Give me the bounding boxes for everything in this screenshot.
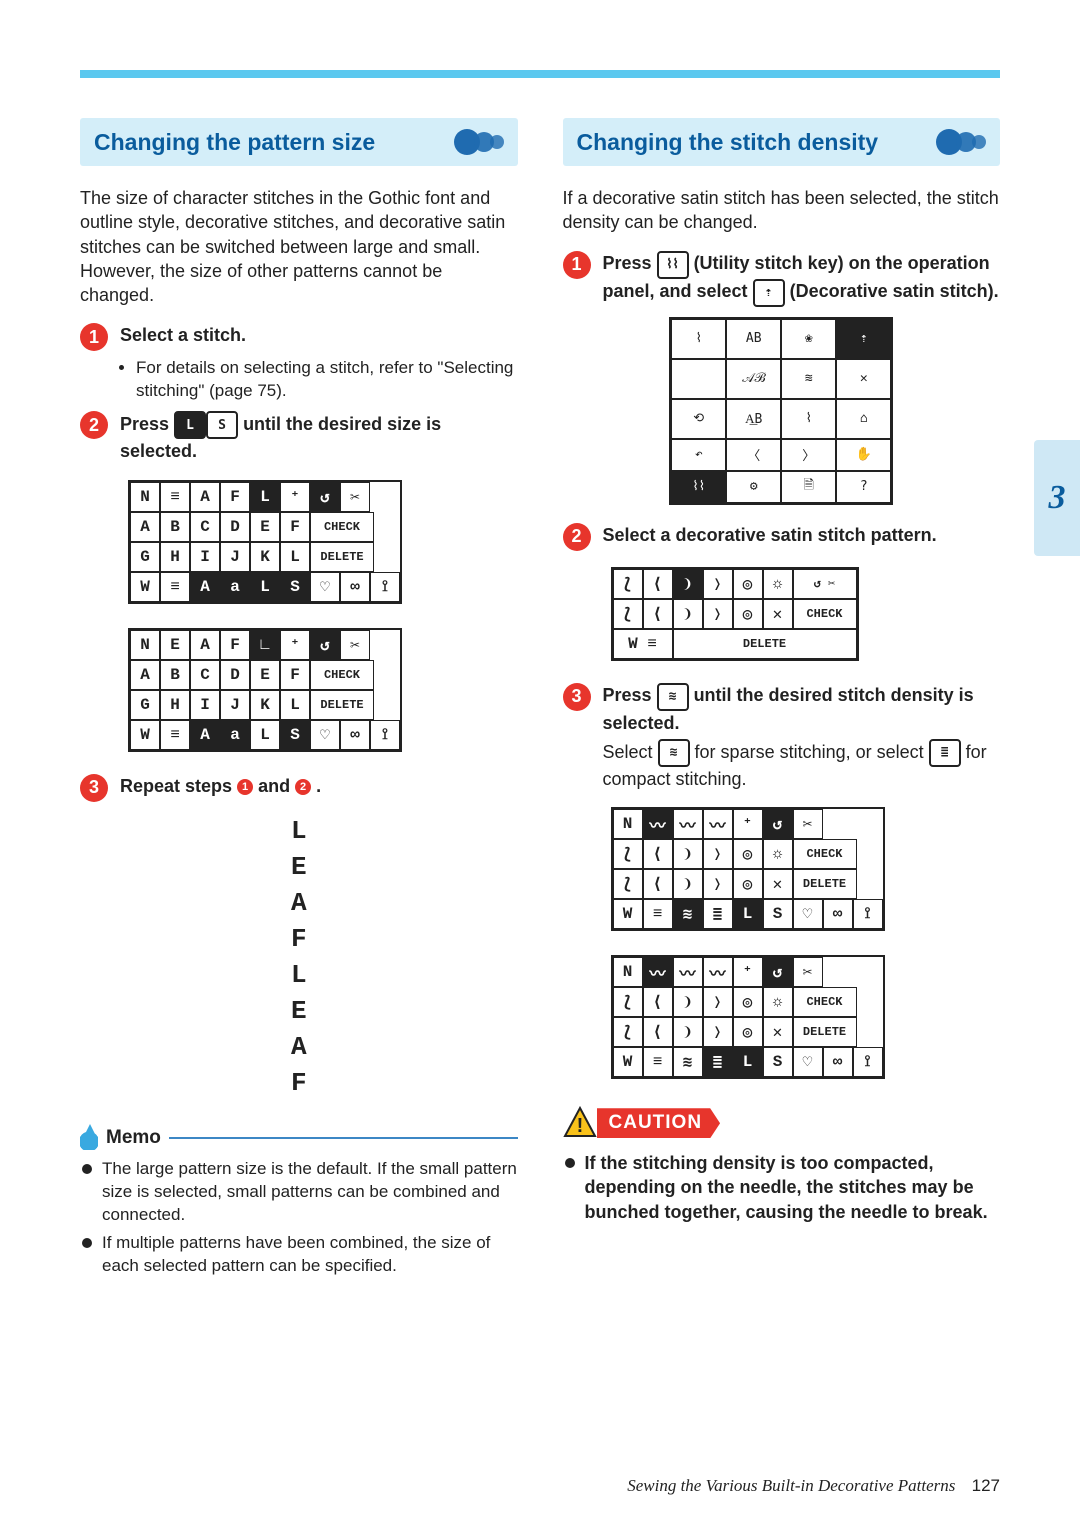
intro-text: The size of character stitches in the Go… — [80, 186, 518, 307]
step-number-3: 3 — [563, 683, 591, 711]
page: 3 Changing the pattern size The size of … — [0, 0, 1080, 1526]
intro-text: If a decorative satin stitch has been se… — [563, 186, 1001, 235]
caution-bar: ! CAUTION — [563, 1105, 1001, 1141]
page-footer: Sewing the Various Built-in Decorative P… — [627, 1476, 1000, 1496]
pattern-select-screen: ⟅⟨❩❭ ◎☼ ↺ ✂ ⟅⟨❩❭ ◎✕ CHECK W ≡ DELETE — [611, 567, 859, 661]
step-1-detail-item: For details on selecting a stitch, refer… — [136, 357, 518, 403]
r-step-2: 2 Select a decorative satin stitch patte… — [563, 523, 1001, 551]
right-column: Changing the stitch density If a decorat… — [563, 118, 1001, 1284]
ref-dot-1: 1 — [237, 779, 253, 795]
utility-stitch-key-icon: ⌇⌇ — [657, 251, 689, 279]
chapter-number: 3 — [1049, 479, 1066, 517]
lcd-screen-large: N≡AF L⁺↺✂ ABC DEF CHECK GHI JKL DELETE W… — [128, 480, 402, 604]
r-step-3-body: Press ≋ until the desired stitch density… — [603, 683, 1001, 792]
step-3: 3 Repeat steps 1 and 2 . — [80, 774, 518, 802]
step-1-detail: For details on selecting a stitch, refer… — [118, 357, 518, 403]
heading-dots — [936, 129, 986, 155]
stitch-sample-text: LEAFLEAF — [284, 816, 314, 1104]
top-rule — [80, 70, 1000, 78]
step-1: 1 Select a stitch. — [80, 323, 518, 351]
step-1-title: Select a stitch. — [120, 325, 246, 345]
caution-box: ! CAUTION If the stitching density is to… — [563, 1105, 1001, 1224]
footer-title: Sewing the Various Built-in Decorative P… — [627, 1476, 955, 1495]
sparse-icon: ≋ — [658, 739, 690, 767]
memo-list: The large pattern size is the default. I… — [80, 1158, 518, 1279]
step-number-2: 2 — [80, 411, 108, 439]
decorative-satin-key-icon: ⇡ — [753, 279, 785, 307]
r-step-3: 3 Press ≋ until the desired stitch densi… — [563, 683, 1001, 792]
heading-dots — [454, 129, 504, 155]
lcd-screen-small: NEAF ∟⁺↺✂ ABC DEF CHECK GHI JKL DELETE W… — [128, 628, 402, 752]
r-step-1: 1 Press ⌇⌇ (Utility stitch key) on the o… — [563, 251, 1001, 307]
memo-item: If multiple patterns have been combined,… — [80, 1232, 518, 1278]
caution-label: CAUTION — [597, 1108, 721, 1138]
r-step-1-body: Press ⌇⌇ (Utility stitch key) on the ope… — [603, 251, 1001, 307]
caution-icon: ! — [563, 1106, 597, 1140]
ref-dot-2: 2 — [295, 779, 311, 795]
step-2-body: Press LS until the desired size is selec… — [120, 411, 518, 463]
step-1-body: Select a stitch. — [120, 323, 518, 351]
heading-text: Changing the stitch density — [577, 129, 937, 156]
r-step-2-body: Select a decorative satin stitch pattern… — [603, 523, 1001, 551]
step-number-1: 1 — [563, 251, 591, 279]
compact-icon: ≣ — [929, 739, 961, 767]
columns: Changing the pattern size The size of ch… — [80, 118, 1000, 1284]
memo-title: Memo — [106, 1127, 161, 1149]
stitch-sample-block: LEAFLEAF — [80, 816, 518, 1104]
section-heading-stitch-density: Changing the stitch density — [563, 118, 1001, 166]
step-number-3: 3 — [80, 774, 108, 802]
key-S: S — [206, 411, 238, 439]
menu-screen: ⌇ AB ❀ ⇡ 𝒜ℬ ≋ ✕ ⟲ A͟B ⌇ ⌂ — [669, 317, 893, 505]
chapter-tab: 3 — [1034, 440, 1080, 556]
memo-icon — [80, 1126, 98, 1150]
page-number: 127 — [972, 1476, 1000, 1495]
heading-text: Changing the pattern size — [94, 129, 454, 156]
key-L: L — [174, 411, 206, 439]
left-column: Changing the pattern size The size of ch… — [80, 118, 518, 1284]
density-key-icon: ≋ — [657, 683, 689, 711]
step-3-body: Repeat steps 1 and 2 . — [120, 774, 518, 802]
svg-text:!: ! — [576, 1115, 583, 1137]
step-2: 2 Press LS until the desired size is sel… — [80, 411, 518, 463]
memo-item: The large pattern size is the default. I… — [80, 1158, 518, 1227]
density-screen-compact: N〰〰〰 ⁺↺✂ ⟅⟨❩❭ ◎☼ CHECK ⟅⟨❩❭ ◎✕ DELETE W≡… — [611, 955, 885, 1079]
caution-text: If the stitching density is too compacte… — [563, 1151, 1001, 1224]
step-number-1: 1 — [80, 323, 108, 351]
step-number-2: 2 — [563, 523, 591, 551]
memo-heading-row: Memo — [80, 1126, 518, 1150]
memo-box: Memo The large pattern size is the defau… — [80, 1126, 518, 1279]
density-screen-sparse: N〰〰〰 ⁺↺✂ ⟅⟨❩❭ ◎☼ CHECK ⟅⟨❩❭ ◎✕ DELETE W≡… — [611, 807, 885, 931]
section-heading-pattern-size: Changing the pattern size — [80, 118, 518, 166]
